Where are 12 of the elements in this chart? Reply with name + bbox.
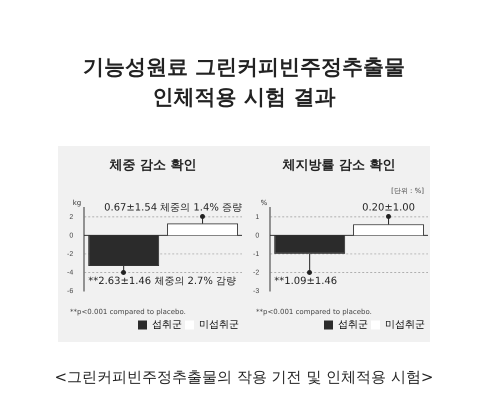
chart-title: 체중 감소 확인 — [108, 158, 197, 174]
annotation: **1.09±1.46 — [274, 276, 338, 288]
legend-label: 미섭취군 — [199, 320, 239, 331]
legend-label: 미섭취군 — [385, 320, 425, 331]
annotation: **2.63±1.46 체중의 2.7% 감량 — [88, 276, 236, 288]
annotation: 0.20±1.00 — [362, 202, 416, 214]
legend-label: 섭취군 — [338, 320, 368, 331]
text: 기능성원료 그린커피빈주정추출물 인체적용 시험 결과 — [82, 54, 406, 111]
legend-label: 섭취군 — [152, 320, 182, 331]
annotation: 0.67±1.54 체중의 1.4% 증량 — [104, 202, 242, 214]
chart-title: 체지방률 감소 확인 — [281, 158, 396, 174]
text: <그린커피빈주정추출물의 작용 기전 및 인체적용 시험> — [54, 368, 434, 387]
